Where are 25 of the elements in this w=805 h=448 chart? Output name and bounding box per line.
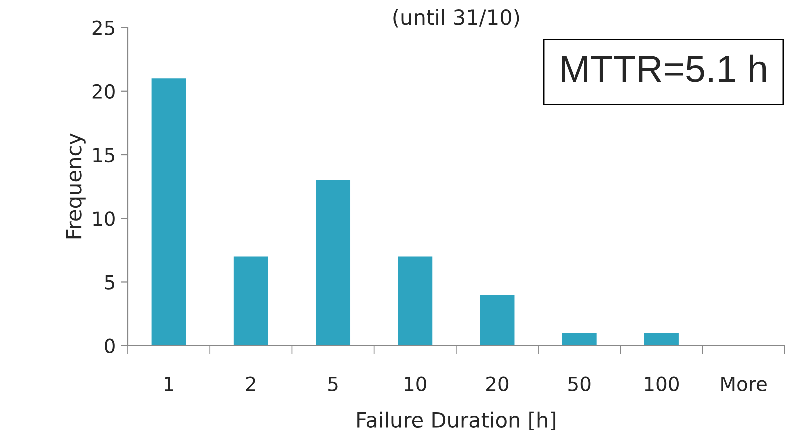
y-tick-label: 0: [105, 338, 115, 354]
x-tick-label: 50: [568, 376, 591, 392]
annotation: MTTR=5.1 h: [562, 54, 766, 82]
chart-title: (until 31/10): [394, 9, 520, 28]
x-tick-label: 100: [645, 376, 679, 392]
x-tick-label: More: [722, 377, 767, 392]
x-tick-label: 2: [246, 376, 256, 392]
x-tick-label: 10: [405, 376, 426, 392]
bar: [234, 256, 268, 346]
y-tick-label: 25: [92, 20, 114, 36]
bar: [398, 256, 433, 346]
y-tick-label: 20: [92, 84, 115, 100]
y-axis-title: Frequency: [66, 134, 86, 239]
y-tick-label: 5: [105, 275, 114, 290]
x-tick-label: 20: [486, 376, 509, 392]
x-tick-label: 1: [165, 377, 174, 392]
bar: [152, 78, 186, 346]
bar: [480, 294, 515, 346]
x-tick-label: 5: [328, 377, 338, 392]
bar: [562, 333, 597, 346]
bar: [316, 180, 351, 346]
y-tick-label: 15: [94, 148, 114, 163]
y-tick-label: 10: [94, 212, 115, 226]
x-axis-title: Failure Duration [h]: [358, 412, 556, 430]
bar: [644, 333, 679, 346]
